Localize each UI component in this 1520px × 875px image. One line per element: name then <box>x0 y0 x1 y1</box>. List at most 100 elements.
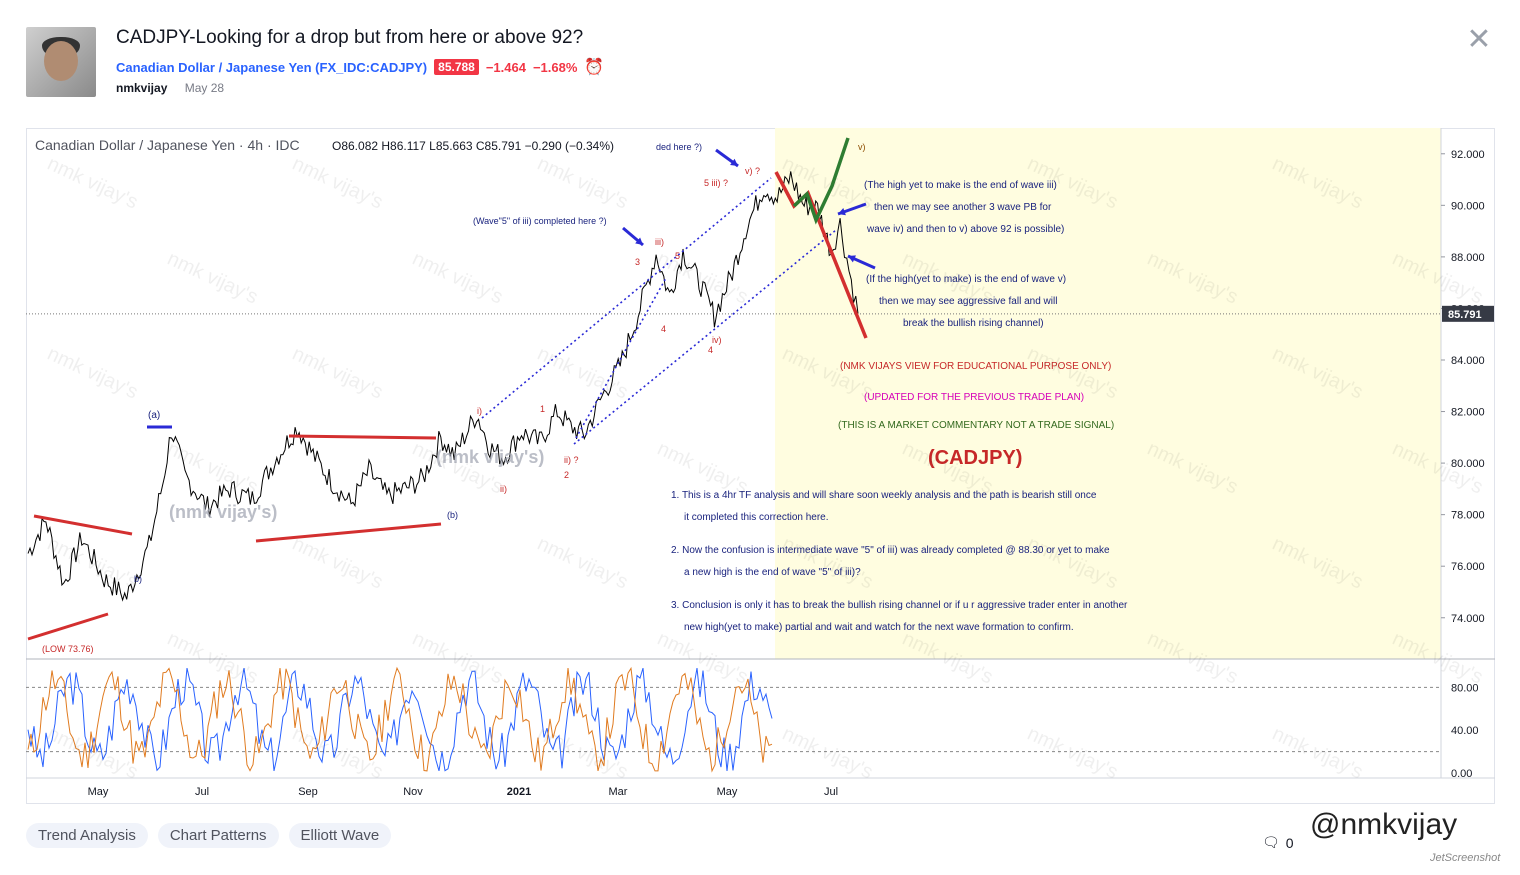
chart-ohlc-legend: O86.082 H86.117 L85.663 C85.791 −0.290 (… <box>332 139 614 153</box>
publish-date: May 28 <box>184 81 225 95</box>
idea-header: CADJPY-Looking for a drop but from here … <box>0 0 1520 120</box>
annotation-label: (NMK VIJAYS VIEW FOR EDUCATIONAL PURPOSE… <box>840 361 1111 372</box>
watermark-text: nmk vijay's <box>1024 723 1121 784</box>
comments-button[interactable]: 🗨 0 <box>1262 834 1294 851</box>
annotation-label: 5 iii) ? <box>704 178 728 188</box>
price-axis-label: 80.000 <box>1451 458 1485 470</box>
annotation-label: 4 <box>708 345 713 355</box>
watermark-text: nmk vijay's <box>289 343 386 404</box>
tag-trend-analysis[interactable]: Trend Analysis <box>26 823 148 848</box>
annotation-label: then we may see aggressive fall and will <box>879 296 1057 307</box>
annotation-label: 2 <box>564 470 569 480</box>
watermark-text: nmk vijay's <box>289 533 386 594</box>
tag-chart-patterns[interactable]: Chart Patterns <box>157 823 279 848</box>
price-axis-label: 76.000 <box>1451 561 1485 573</box>
time-axis-label: Sep <box>298 786 318 798</box>
annotation-label: (nmk vijay's) <box>436 447 544 467</box>
annotation-label: (Wave"5" of iii) completed here ?) <box>473 216 607 226</box>
range-upper-line <box>288 434 437 440</box>
last-price-label: 85.791 <box>1448 309 1482 321</box>
annotation-label: new high(yet to make) partial and wait a… <box>684 622 1074 633</box>
annotation-label: 3. Conclusion is only it has to break th… <box>671 600 1128 611</box>
annotation-label: i) <box>477 406 482 416</box>
annotation-label: 3 <box>635 257 640 267</box>
annotation-label: (The high yet to make is the end of wave… <box>864 180 1057 191</box>
annotation-label: 4 <box>661 324 666 334</box>
last-price-tag <box>1442 305 1494 322</box>
annotation-label: (THIS IS A MARKET COMMENTARY NOT A TRADE… <box>838 420 1114 431</box>
annotation-label: ded here ?) <box>656 142 702 152</box>
price-axis-label: 92.000 <box>1451 149 1485 161</box>
close-icon[interactable]: ✕ <box>1466 23 1492 56</box>
price-series-line <box>27 171 859 602</box>
arrow-wave-v-head <box>848 255 856 263</box>
symbol-line: Canadian Dollar / Japanese Yen (FX_IDC:C… <box>116 57 604 77</box>
time-axis-label: May <box>88 786 109 798</box>
osc-axis-label: 40.00 <box>1451 725 1479 737</box>
alarm-clock-icon[interactable]: ⏰ <box>584 59 605 76</box>
projection-highlight <box>775 128 1441 659</box>
idea-title: CADJPY-Looking for a drop but from here … <box>116 27 584 48</box>
annotation-label: (b) <box>447 510 458 520</box>
price-axis-label: 88.000 <box>1451 252 1485 264</box>
annotation-label: (If the high(yet to make) is the end of … <box>866 274 1066 285</box>
range-lower-line <box>255 522 442 543</box>
price-axis-label: 84.000 <box>1451 355 1485 367</box>
osc-axis-label: 80.00 <box>1451 682 1479 694</box>
watermark-text: nmk vijay's <box>534 723 631 784</box>
time-axis-label: Mar <box>609 786 628 798</box>
watermark-text: nmk vijay's <box>779 723 876 784</box>
annotation-label: ii) <box>500 484 507 494</box>
annotation-label: iii) <box>655 237 664 247</box>
annotation-label: wave iv) and then to v) above 92 is poss… <box>866 224 1064 235</box>
stochastic-d-line <box>27 666 773 773</box>
author-avatar[interactable] <box>26 27 96 97</box>
annotation-label: b) <box>134 574 142 584</box>
price-chart[interactable]: 92.00090.00088.00086.00084.00082.00080.0… <box>26 128 1495 804</box>
annotation-label: 2. Now the confusion is intermediate wav… <box>671 545 1110 556</box>
watermark-text: nmk vijay's <box>44 153 141 214</box>
channel-lower-line <box>573 229 837 445</box>
annotation-label: v) <box>858 142 866 152</box>
tag-elliott-wave[interactable]: Elliott Wave <box>288 823 392 848</box>
annotation-label: (LOW 73.76) <box>42 644 94 654</box>
screenshot-credit: JetScreenshot <box>1430 852 1501 864</box>
annotation-label: (a) <box>148 410 160 421</box>
annotation-label: ii) ? <box>564 455 579 465</box>
price-axis-label: 78.000 <box>1451 510 1485 522</box>
time-axis-label: Jul <box>824 786 838 798</box>
annotation-label: v) ? <box>745 166 760 176</box>
watermark-text: nmk vijay's <box>164 438 261 499</box>
annotation-label: it completed this correction here. <box>684 512 829 523</box>
watermark-text: nmk vijay's <box>289 723 386 784</box>
comments-count: 0 <box>1285 834 1294 851</box>
price-axis-label: 82.000 <box>1451 407 1485 419</box>
watermark-text: nmk vijay's <box>409 628 506 689</box>
watermark-text: nmk vijay's <box>44 343 141 404</box>
author-name[interactable]: nmkvijay <box>116 81 168 95</box>
annotation-label: break the bullish rising channel) <box>903 318 1044 329</box>
annotation-label: 1. This is a 4hr TF analysis and will sh… <box>671 490 1097 501</box>
annotation-label: (CADJPY) <box>928 447 1022 469</box>
time-axis-label: Nov <box>403 786 423 798</box>
price-change-pct: −1.68% <box>532 59 578 75</box>
osc-axis-label: 0.00 <box>1451 768 1472 780</box>
price-axis-label: 90.000 <box>1451 200 1485 212</box>
time-axis-label: Jul <box>195 786 209 798</box>
watermark-text: nmk vijay's <box>534 533 631 594</box>
time-axis-label: May <box>717 786 738 798</box>
price-change: −1.464 <box>485 59 526 75</box>
arrow-wave-iii-head <box>838 208 846 216</box>
price-badge: 85.788 <box>434 59 479 75</box>
annotation-label: 5 <box>675 251 680 261</box>
annotation-label: then we may see another 3 wave PB for <box>874 202 1052 213</box>
watermark-text: nmk vijay's <box>534 153 631 214</box>
symbol-link[interactable]: Canadian Dollar / Japanese Yen (FX_IDC:C… <box>116 59 428 75</box>
annotation-label: a new high is the end of wave "5" of iii… <box>684 567 861 578</box>
watermark-text: nmk vijay's <box>409 248 506 309</box>
comment-icon: 🗨 <box>1262 834 1280 850</box>
watermark-text: nmk vijay's <box>44 723 141 784</box>
watermark-text: nmk vijay's <box>534 343 631 404</box>
projection-bullish <box>792 137 850 225</box>
triangle-upper-line <box>33 514 133 536</box>
